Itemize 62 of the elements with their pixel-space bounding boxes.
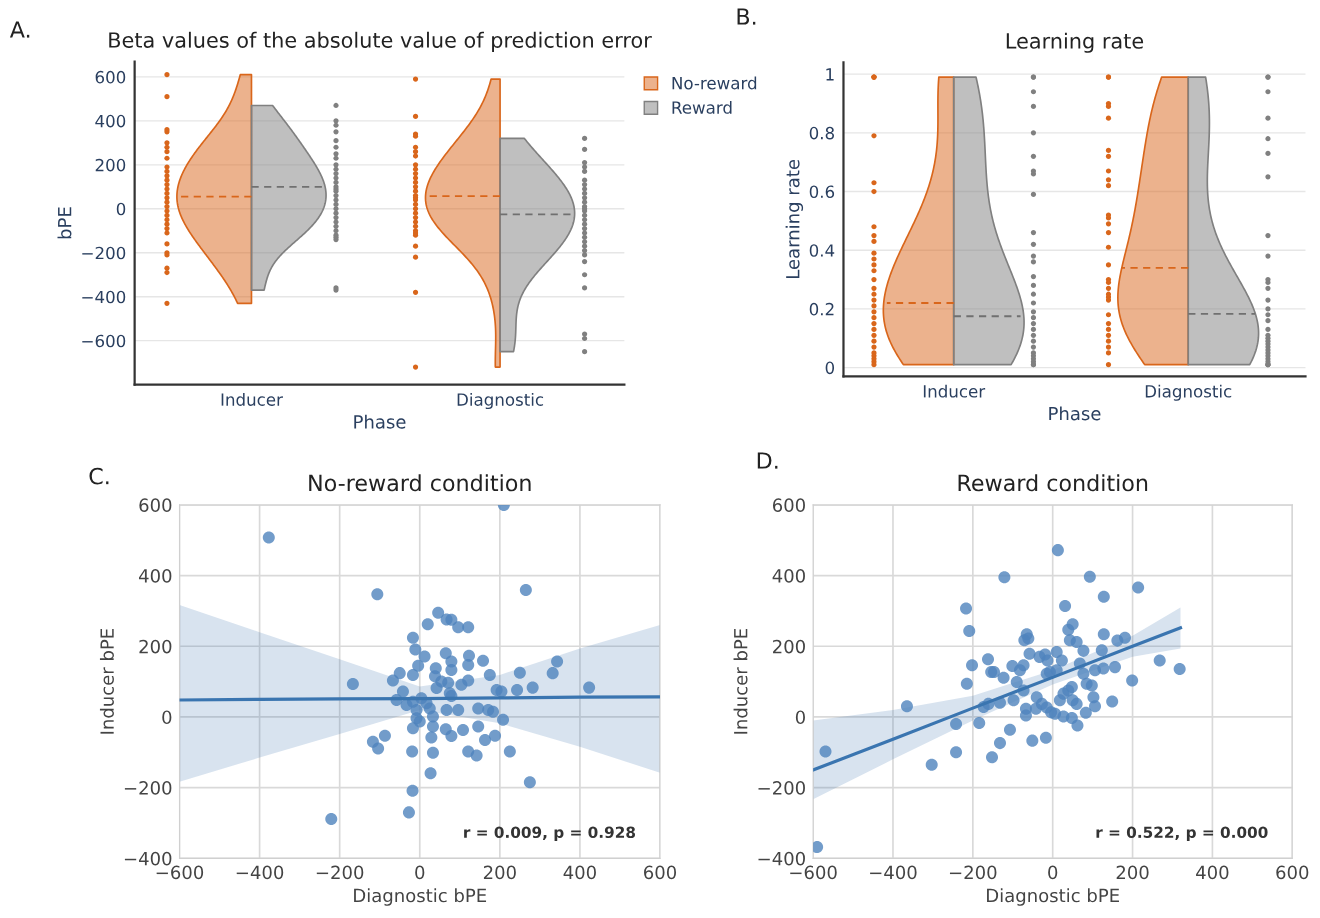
y-tick-label: 400 [95, 114, 126, 128]
x-tick-label: −200 [316, 865, 364, 880]
x-tick-label: Inducer [221, 392, 283, 406]
chart-title: No-reward condition [309, 474, 531, 492]
y-tick-label: 0 [162, 710, 172, 725]
y-tick-label: −400 [82, 290, 126, 304]
x-tick-label: 200 [483, 865, 516, 880]
chart-title: Learning rate [1006, 32, 1144, 53]
y-tick-label: 400 [772, 569, 805, 583]
x-tick-label: 400 [563, 865, 596, 880]
y-tick-label: 0.8 [809, 126, 835, 140]
y-tick-label: −600 [82, 334, 126, 348]
x-axis-title: Phase [1049, 406, 1101, 421]
x-tick-label: 400 [1196, 865, 1229, 880]
y-tick-label: −400 [124, 851, 172, 866]
annotation: r = 0.009, p = 0.928 [464, 826, 636, 841]
x-tick-label: 0 [1048, 865, 1058, 880]
y-tick-label: 0.2 [809, 302, 834, 316]
y-axis-title: Inducer bPE [733, 628, 748, 734]
text: D. [757, 452, 778, 469]
x-tick-label: 200 [1116, 865, 1149, 880]
text: C. [89, 467, 109, 485]
text: B. [737, 8, 756, 25]
y-tick-label: −200 [758, 781, 805, 795]
x-axis-title: Diagnostic bPE [354, 888, 487, 906]
y-tick-label: 400 [139, 569, 172, 583]
x-tick-label: 0 [415, 865, 425, 880]
x-tick-label: 600 [1276, 865, 1309, 880]
y-tick-label: 200 [139, 639, 172, 654]
y-tick-label: 0 [116, 202, 126, 216]
y-tick-label: −200 [124, 781, 172, 795]
annotation: r = 0.522, p = 0.000 [1096, 826, 1268, 841]
y-tick-label: 600 [772, 498, 805, 513]
legend-label: Reward [672, 100, 732, 114]
y-tick-label: 200 [95, 158, 126, 172]
chart-title: Reward condition [958, 474, 1148, 492]
y-tick-label: 600 [95, 70, 126, 84]
y-axis-title: Inducer bPE [99, 628, 114, 734]
y-tick-label: 1 [826, 68, 834, 81]
y-tick-label: 0 [825, 361, 835, 375]
y-tick-label: 0 [795, 710, 805, 725]
x-axis-title: Diagnostic bPE [987, 888, 1119, 906]
y-axis-title: Learning rate [785, 159, 804, 279]
x-tick-label: Diagnostic [1145, 384, 1232, 401]
x-tick-label: −400 [236, 865, 284, 880]
y-tick-label: 0.6 [809, 185, 835, 199]
x-tick-label: −200 [949, 865, 997, 880]
y-tick-label: 0.4 [809, 244, 835, 257]
x-tick-label: 600 [644, 865, 677, 880]
x-tick-label: −600 [156, 865, 204, 880]
x-axis-title: Phase [354, 414, 406, 429]
y-tick-label: −200 [82, 246, 126, 260]
y-tick-label: 200 [773, 639, 805, 654]
y-tick-label: −400 [758, 851, 805, 866]
x-tick-label: −400 [870, 865, 917, 880]
chart-title: Beta values of the absolute value of prediction error [109, 31, 652, 52]
y-axis-title: bPE [57, 207, 72, 239]
text: A. [9, 21, 30, 38]
x-tick-label: Inducer [923, 384, 986, 398]
legend-label: No-reward [672, 76, 757, 90]
y-tick-label: 600 [139, 498, 172, 513]
x-tick-label: Diagnostic [457, 392, 544, 410]
